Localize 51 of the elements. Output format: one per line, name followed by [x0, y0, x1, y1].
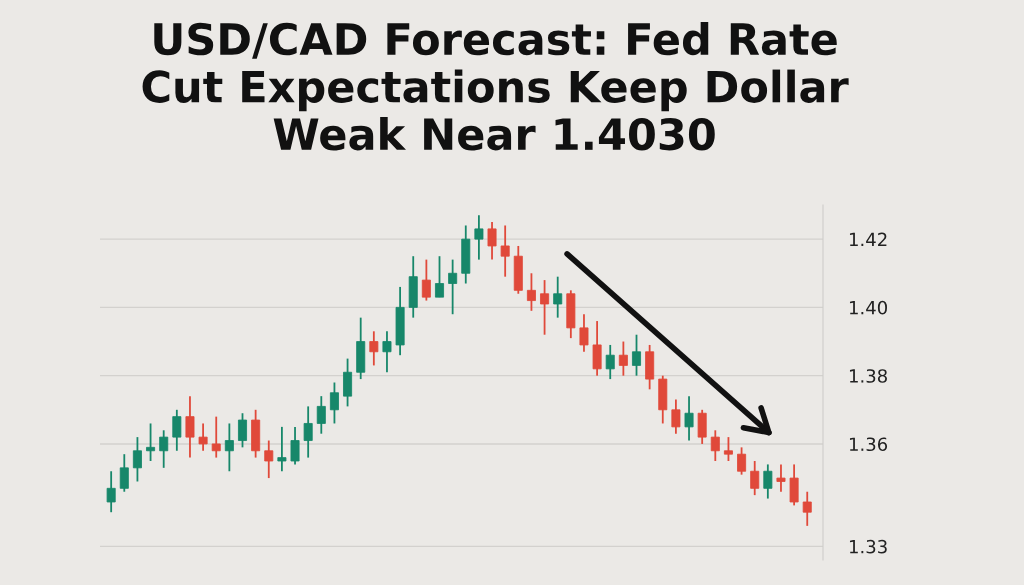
candlestick	[172, 408, 182, 452]
y-tick-label: 1.33	[849, 539, 887, 554]
candlestick	[106, 470, 116, 514]
candlestick	[474, 214, 484, 261]
candlestick	[540, 279, 550, 336]
candlestick	[224, 422, 234, 473]
candlestick	[421, 258, 431, 302]
candlestick	[632, 333, 641, 377]
candlestick	[132, 436, 142, 483]
candlestick	[448, 258, 458, 316]
y-tick-label: 1.38	[849, 369, 887, 383]
candlestick	[343, 357, 353, 408]
candlestick	[553, 275, 563, 319]
candlestick	[487, 221, 497, 261]
candlestick	[605, 344, 615, 380]
candlestick	[750, 460, 760, 497]
candlestick	[776, 463, 786, 493]
candlestick	[303, 405, 313, 459]
candlestick	[146, 422, 156, 462]
chart-title: USD/CAD Forecast: Fed Rate Cut Expectations Keep Dollar Weak Near 1.4030	[142, 22, 849, 151]
candlestick	[290, 425, 300, 466]
candlestick	[185, 395, 195, 459]
candlestick	[618, 340, 628, 377]
candlestick	[710, 429, 720, 462]
y-tick-label: 1.40	[849, 300, 887, 315]
candlestick	[789, 463, 799, 507]
candlestick	[316, 395, 326, 435]
candlestick	[684, 395, 694, 442]
candlestick	[526, 272, 536, 312]
candlestick	[802, 490, 812, 527]
candlestick	[277, 425, 287, 473]
candlestick	[697, 408, 707, 445]
y-tick-label: 1.42	[849, 232, 887, 246]
candlestick	[369, 330, 379, 367]
candlestick	[119, 453, 129, 493]
candlestick	[238, 412, 247, 449]
candlestick	[723, 436, 733, 462]
candlestick	[592, 320, 602, 377]
candlestick	[211, 415, 221, 459]
candlestick	[763, 463, 773, 500]
candlestick	[435, 255, 444, 299]
candlestick	[198, 422, 208, 452]
candlestick	[737, 446, 747, 476]
candlestick	[264, 439, 274, 479]
candlestick	[500, 224, 510, 278]
candlestick	[329, 381, 339, 425]
candlestick	[382, 330, 392, 374]
candlestick	[159, 429, 169, 469]
y-tick-label: 1.36	[849, 437, 888, 452]
candlestick	[671, 398, 681, 435]
candlestick	[579, 313, 589, 353]
